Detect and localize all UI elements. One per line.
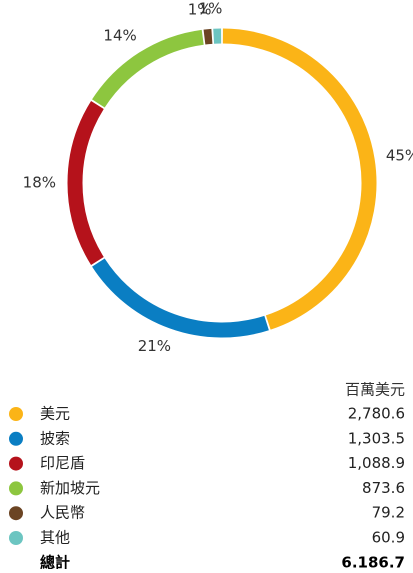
slice: [204, 36, 211, 37]
legend-label: 美元: [40, 405, 70, 423]
total-value: 6.186.7: [341, 554, 405, 570]
legend-swatch: [9, 481, 23, 495]
legend-label: 其他: [40, 529, 70, 547]
legend-swatch: [9, 407, 23, 421]
slice-label: 14%: [103, 27, 136, 45]
legend-label: 披索: [40, 429, 70, 447]
legend-swatch: [9, 457, 23, 471]
slice: [98, 37, 202, 103]
slice: [223, 36, 369, 323]
total-label: 總計: [40, 554, 70, 570]
amount: 79.2: [372, 504, 405, 522]
slice: [75, 105, 97, 261]
slice-label: 21%: [138, 337, 171, 355]
legend-swatch: [9, 506, 23, 520]
legend-label: 人民幣: [40, 504, 85, 522]
amount: 873.6: [362, 479, 405, 497]
legend-swatch: [9, 531, 23, 545]
slice-label: 45%: [386, 146, 413, 164]
amount: 1,088.9: [348, 454, 405, 472]
amount: 1,303.5: [348, 429, 405, 447]
slice: [98, 263, 266, 330]
legend-label: 新加坡元: [40, 479, 100, 497]
slice-label: 18%: [23, 174, 56, 192]
legend-label: 印尼盾: [40, 454, 85, 472]
amount: 60.9: [372, 529, 405, 547]
legend-swatch: [9, 432, 23, 446]
slice-label: 1%: [199, 0, 223, 18]
unit-header: 百萬美元: [345, 381, 405, 399]
amount: 2,780.6: [348, 405, 405, 423]
